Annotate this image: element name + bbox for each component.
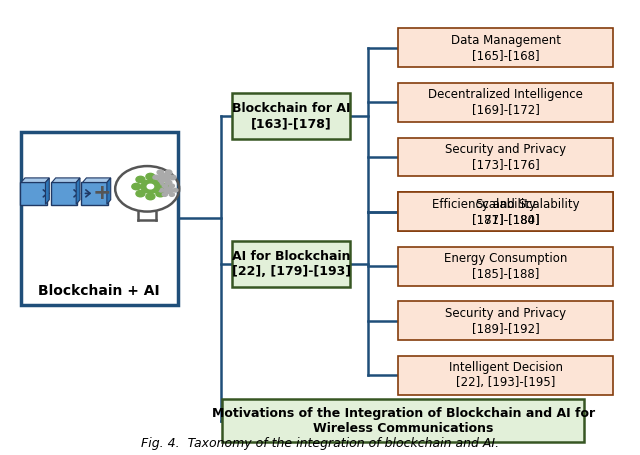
FancyBboxPatch shape [20,182,47,205]
Text: Fig. 4.  Taxonomy of the integration of blockchain and AI.: Fig. 4. Taxonomy of the integration of b… [141,437,499,450]
Text: Motivations of the Integration of Blockchain and AI for
Wireless Communications: Motivations of the Integration of Blockc… [212,407,595,435]
Circle shape [132,183,141,190]
Circle shape [169,184,174,187]
Polygon shape [83,178,111,182]
Text: Security and Privacy
[173]-[176]: Security and Privacy [173]-[176] [445,143,566,171]
FancyBboxPatch shape [81,182,108,205]
Circle shape [156,191,165,197]
Circle shape [159,188,164,192]
Circle shape [170,175,176,180]
FancyBboxPatch shape [398,137,613,176]
Text: Intelligent Decision
[22], [193]-[195]: Intelligent Decision [22], [193]-[195] [449,361,563,389]
Text: +: + [93,183,112,203]
FancyBboxPatch shape [223,399,584,442]
Text: Data Management
[165]-[168]: Data Management [165]-[168] [451,34,561,62]
Circle shape [146,193,155,200]
Circle shape [159,173,170,182]
Polygon shape [52,178,80,182]
Text: Security and Privacy
[189]-[192]: Security and Privacy [189]-[192] [445,307,566,335]
FancyBboxPatch shape [398,28,613,67]
Circle shape [173,188,178,192]
Text: Blockchain + AI: Blockchain + AI [38,284,160,298]
Circle shape [157,180,164,185]
Circle shape [156,176,165,182]
Circle shape [164,187,173,193]
Text: AI for Blockchain
[22], [179]-[193]: AI for Blockchain [22], [179]-[193] [232,250,351,278]
Circle shape [141,180,160,193]
FancyBboxPatch shape [398,247,613,286]
FancyBboxPatch shape [398,192,613,231]
Circle shape [166,170,172,175]
FancyBboxPatch shape [398,301,613,340]
Text: Blockchain for AI
[163]-[178]: Blockchain for AI [163]-[178] [232,102,351,130]
FancyBboxPatch shape [20,132,177,305]
Text: Scalability
[181]-[184]: Scalability [181]-[184] [472,197,540,226]
FancyBboxPatch shape [232,93,351,139]
Polygon shape [45,178,49,204]
FancyBboxPatch shape [398,83,613,121]
Circle shape [166,180,172,185]
FancyBboxPatch shape [232,241,351,287]
Circle shape [163,184,168,187]
Circle shape [136,176,145,182]
Text: Energy Consumption
[185]-[188]: Energy Consumption [185]-[188] [444,252,567,280]
Circle shape [136,191,145,197]
Circle shape [169,193,174,197]
FancyBboxPatch shape [398,356,613,394]
Polygon shape [21,178,49,182]
Circle shape [147,184,154,189]
Polygon shape [107,178,111,204]
Circle shape [146,173,155,180]
Circle shape [160,183,169,190]
FancyBboxPatch shape [51,182,77,205]
Text: Efficiency and Scalability
[177]-[180]: Efficiency and Scalability [177]-[180] [432,197,579,226]
Circle shape [153,175,159,180]
Circle shape [157,170,164,175]
FancyBboxPatch shape [398,192,613,231]
Text: Decentralized Intelligence
[169]-[172]: Decentralized Intelligence [169]-[172] [428,88,583,116]
Circle shape [163,193,168,197]
Polygon shape [76,178,80,204]
